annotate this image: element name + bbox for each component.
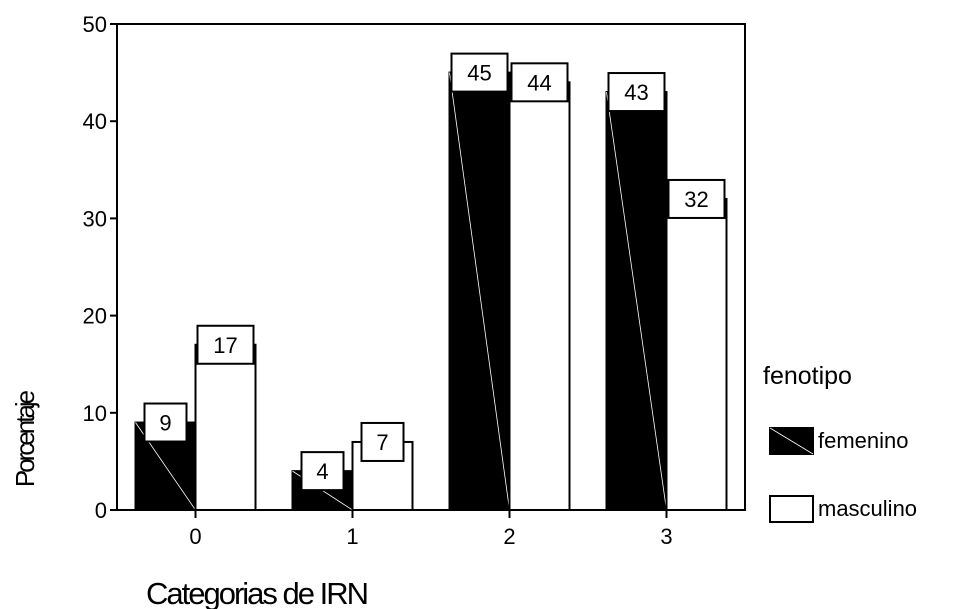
data-label-box xyxy=(667,178,726,219)
legend-items: femenino masculino xyxy=(769,427,917,523)
data-label: 4 xyxy=(316,459,328,484)
data-label: 7 xyxy=(376,430,388,455)
y-tick-label: 50 xyxy=(83,12,107,37)
legend-title: fenotipo xyxy=(763,362,852,390)
y-tick-label: 0 xyxy=(95,498,107,523)
x-tick-label: 1 xyxy=(346,524,358,549)
data-label-box xyxy=(607,72,666,113)
bar-hatch-line xyxy=(449,72,510,511)
data-label-box xyxy=(450,52,509,93)
data-label-box xyxy=(300,451,345,492)
data-label: 17 xyxy=(213,333,237,358)
data-label: 43 xyxy=(624,80,648,105)
bar-masculino-0 xyxy=(194,343,257,512)
y-tick-label: 10 xyxy=(83,401,107,426)
y-tick-label: 20 xyxy=(83,304,107,329)
data-label: 45 xyxy=(467,61,491,86)
x-axis-title: Categorias de IRN xyxy=(146,576,367,609)
data-label-box xyxy=(143,402,188,443)
data-label: 9 xyxy=(159,411,171,436)
y-axis-title: Porcentaje xyxy=(10,390,40,487)
x-tick-label: 0 xyxy=(189,524,201,549)
x-tick-label: 2 xyxy=(503,524,515,549)
y-axis: 0 10 20 30 40 50 xyxy=(83,12,117,523)
x-axis: 0 1 2 3 xyxy=(189,510,673,549)
data-label-box xyxy=(196,324,255,365)
data-label: 32 xyxy=(684,187,708,212)
legend: fenotipo femenino masculino xyxy=(763,362,917,523)
bars xyxy=(134,71,728,512)
y-tick-label: 40 xyxy=(83,109,107,134)
data-label-box xyxy=(360,421,405,462)
y-tick-label: 30 xyxy=(83,206,107,231)
data-label: 44 xyxy=(527,70,551,95)
plot-frame xyxy=(116,23,746,511)
x-tick-label: 3 xyxy=(660,524,672,549)
bar-masculino-3 xyxy=(665,197,728,512)
bar-masculino-2 xyxy=(508,81,571,511)
legend-label-femenino: femenino xyxy=(818,428,909,453)
data-labels: 9 17 4 7 45 44 43 32 xyxy=(143,52,726,492)
bar-hatch-line xyxy=(606,91,667,511)
legend-label-masculino: masculino xyxy=(818,496,917,521)
legend-swatch-masculino xyxy=(769,495,814,523)
legend-swatch-hatch xyxy=(769,427,814,455)
data-label-box xyxy=(510,62,569,103)
